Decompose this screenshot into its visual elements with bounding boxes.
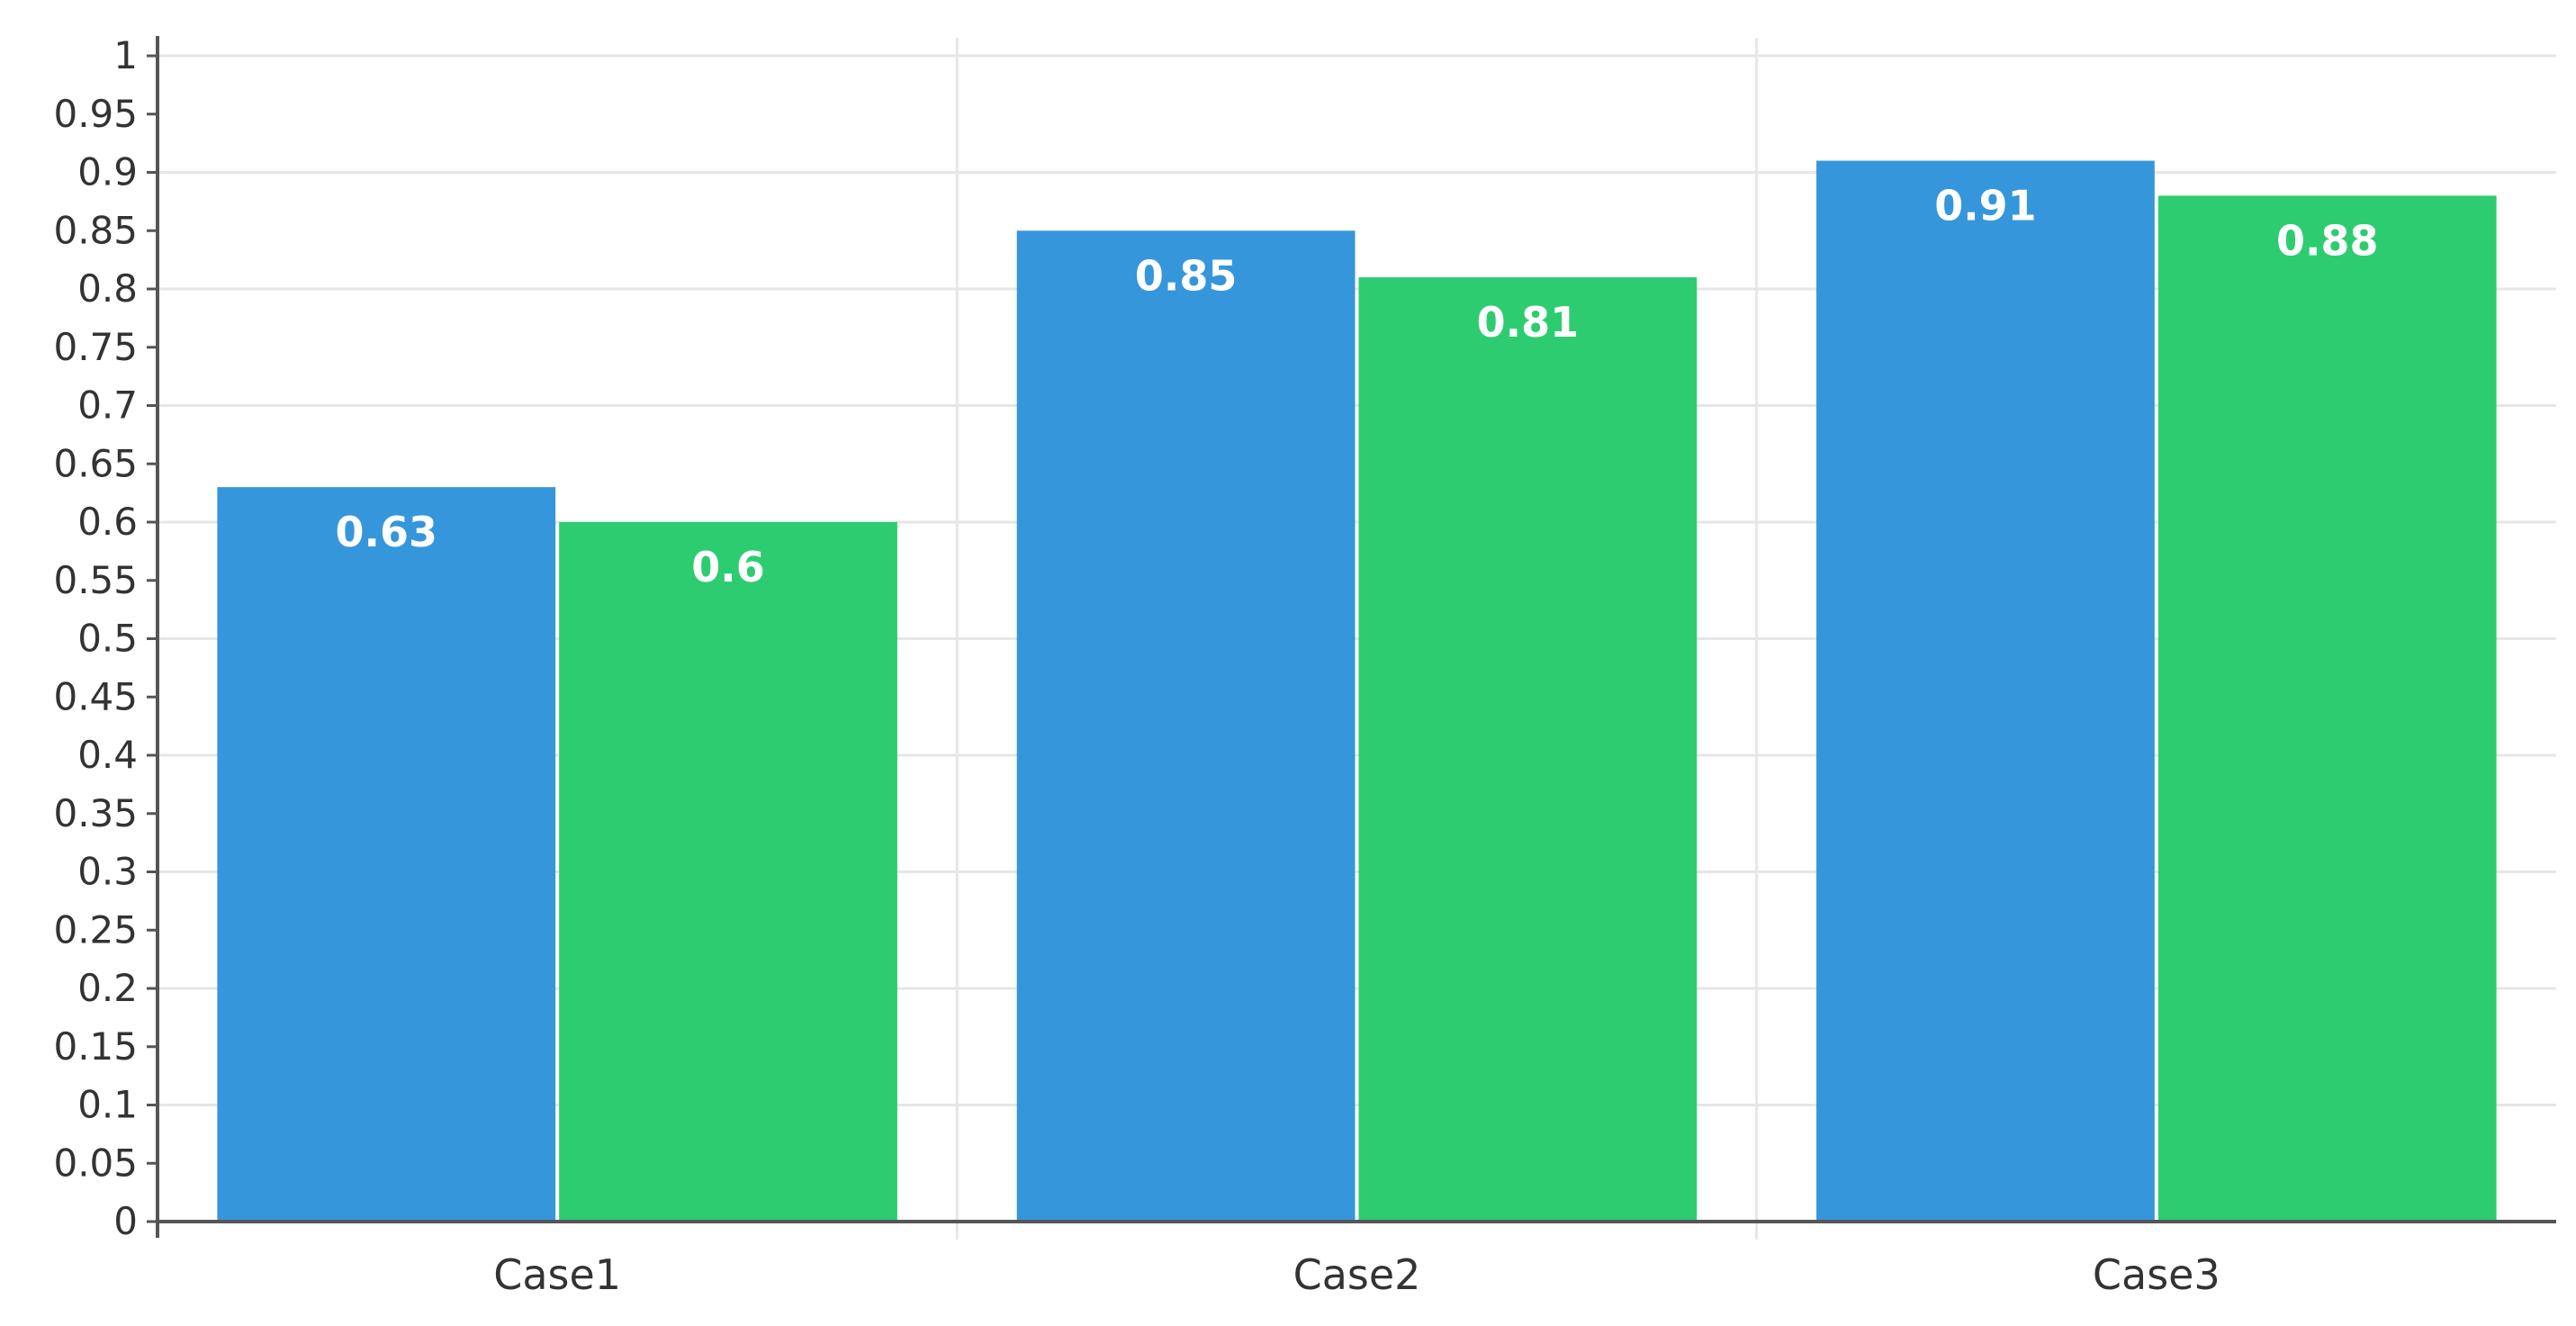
data-label: 0.6	[691, 543, 765, 591]
data-label: 0.85	[1135, 251, 1238, 300]
y-tick-label: 0.45	[53, 674, 138, 718]
grid-layer	[158, 38, 2556, 1240]
y-tick-label: 0.15	[53, 1024, 138, 1069]
y-tick-label: 0.5	[77, 617, 138, 661]
y-tick-label: 0	[113, 1199, 138, 1243]
bar	[1816, 160, 2155, 1222]
y-tick-label: 0.4	[77, 733, 138, 777]
y-tick-label: 0.3	[77, 850, 138, 894]
axis-layer: 0 0.05 0.1 0.15 0.2 0.25 0.3 0.35 0.4 0.45 0.5 0.55…	[53, 33, 2556, 1299]
y-tick-label: 0.65	[53, 441, 138, 485]
y-tick-label: 0.25	[53, 907, 138, 952]
x-tick-label: Case2	[1293, 1250, 1421, 1299]
bar	[1016, 230, 1356, 1222]
labels-layer: 0.63 0.6 0.85 0.81 0.91 0.88	[336, 182, 2379, 591]
y-tick-label: 0.7	[77, 383, 138, 428]
y-tick-label: 1	[113, 33, 138, 77]
y-tick-label: 0.75	[53, 325, 138, 369]
y-tick-label: 0.1	[77, 1083, 138, 1127]
data-label: 0.91	[1934, 182, 2037, 230]
y-tick-label: 0.95	[53, 92, 138, 136]
y-tick-label: 0.55	[53, 558, 138, 602]
bar	[217, 487, 556, 1222]
bar	[559, 522, 897, 1222]
data-label: 0.81	[1477, 298, 1580, 347]
bars-layer	[217, 160, 2497, 1222]
y-tick-label: 0.8	[77, 266, 138, 311]
x-tick-label: Case1	[493, 1250, 621, 1299]
data-label: 0.63	[336, 508, 438, 556]
y-tick-label: 0.35	[53, 791, 138, 835]
y-tick-label: 0.05	[53, 1141, 138, 1185]
y-tick-label: 0.9	[77, 150, 138, 194]
y-tick-label: 0.2	[77, 966, 138, 1010]
data-label: 0.88	[2276, 216, 2379, 265]
y-tick-label: 0.85	[53, 208, 138, 252]
bar	[2157, 195, 2497, 1222]
y-tick-label: 0.6	[77, 500, 138, 544]
bar	[1358, 277, 1698, 1222]
x-tick-label: Case3	[2093, 1250, 2220, 1299]
